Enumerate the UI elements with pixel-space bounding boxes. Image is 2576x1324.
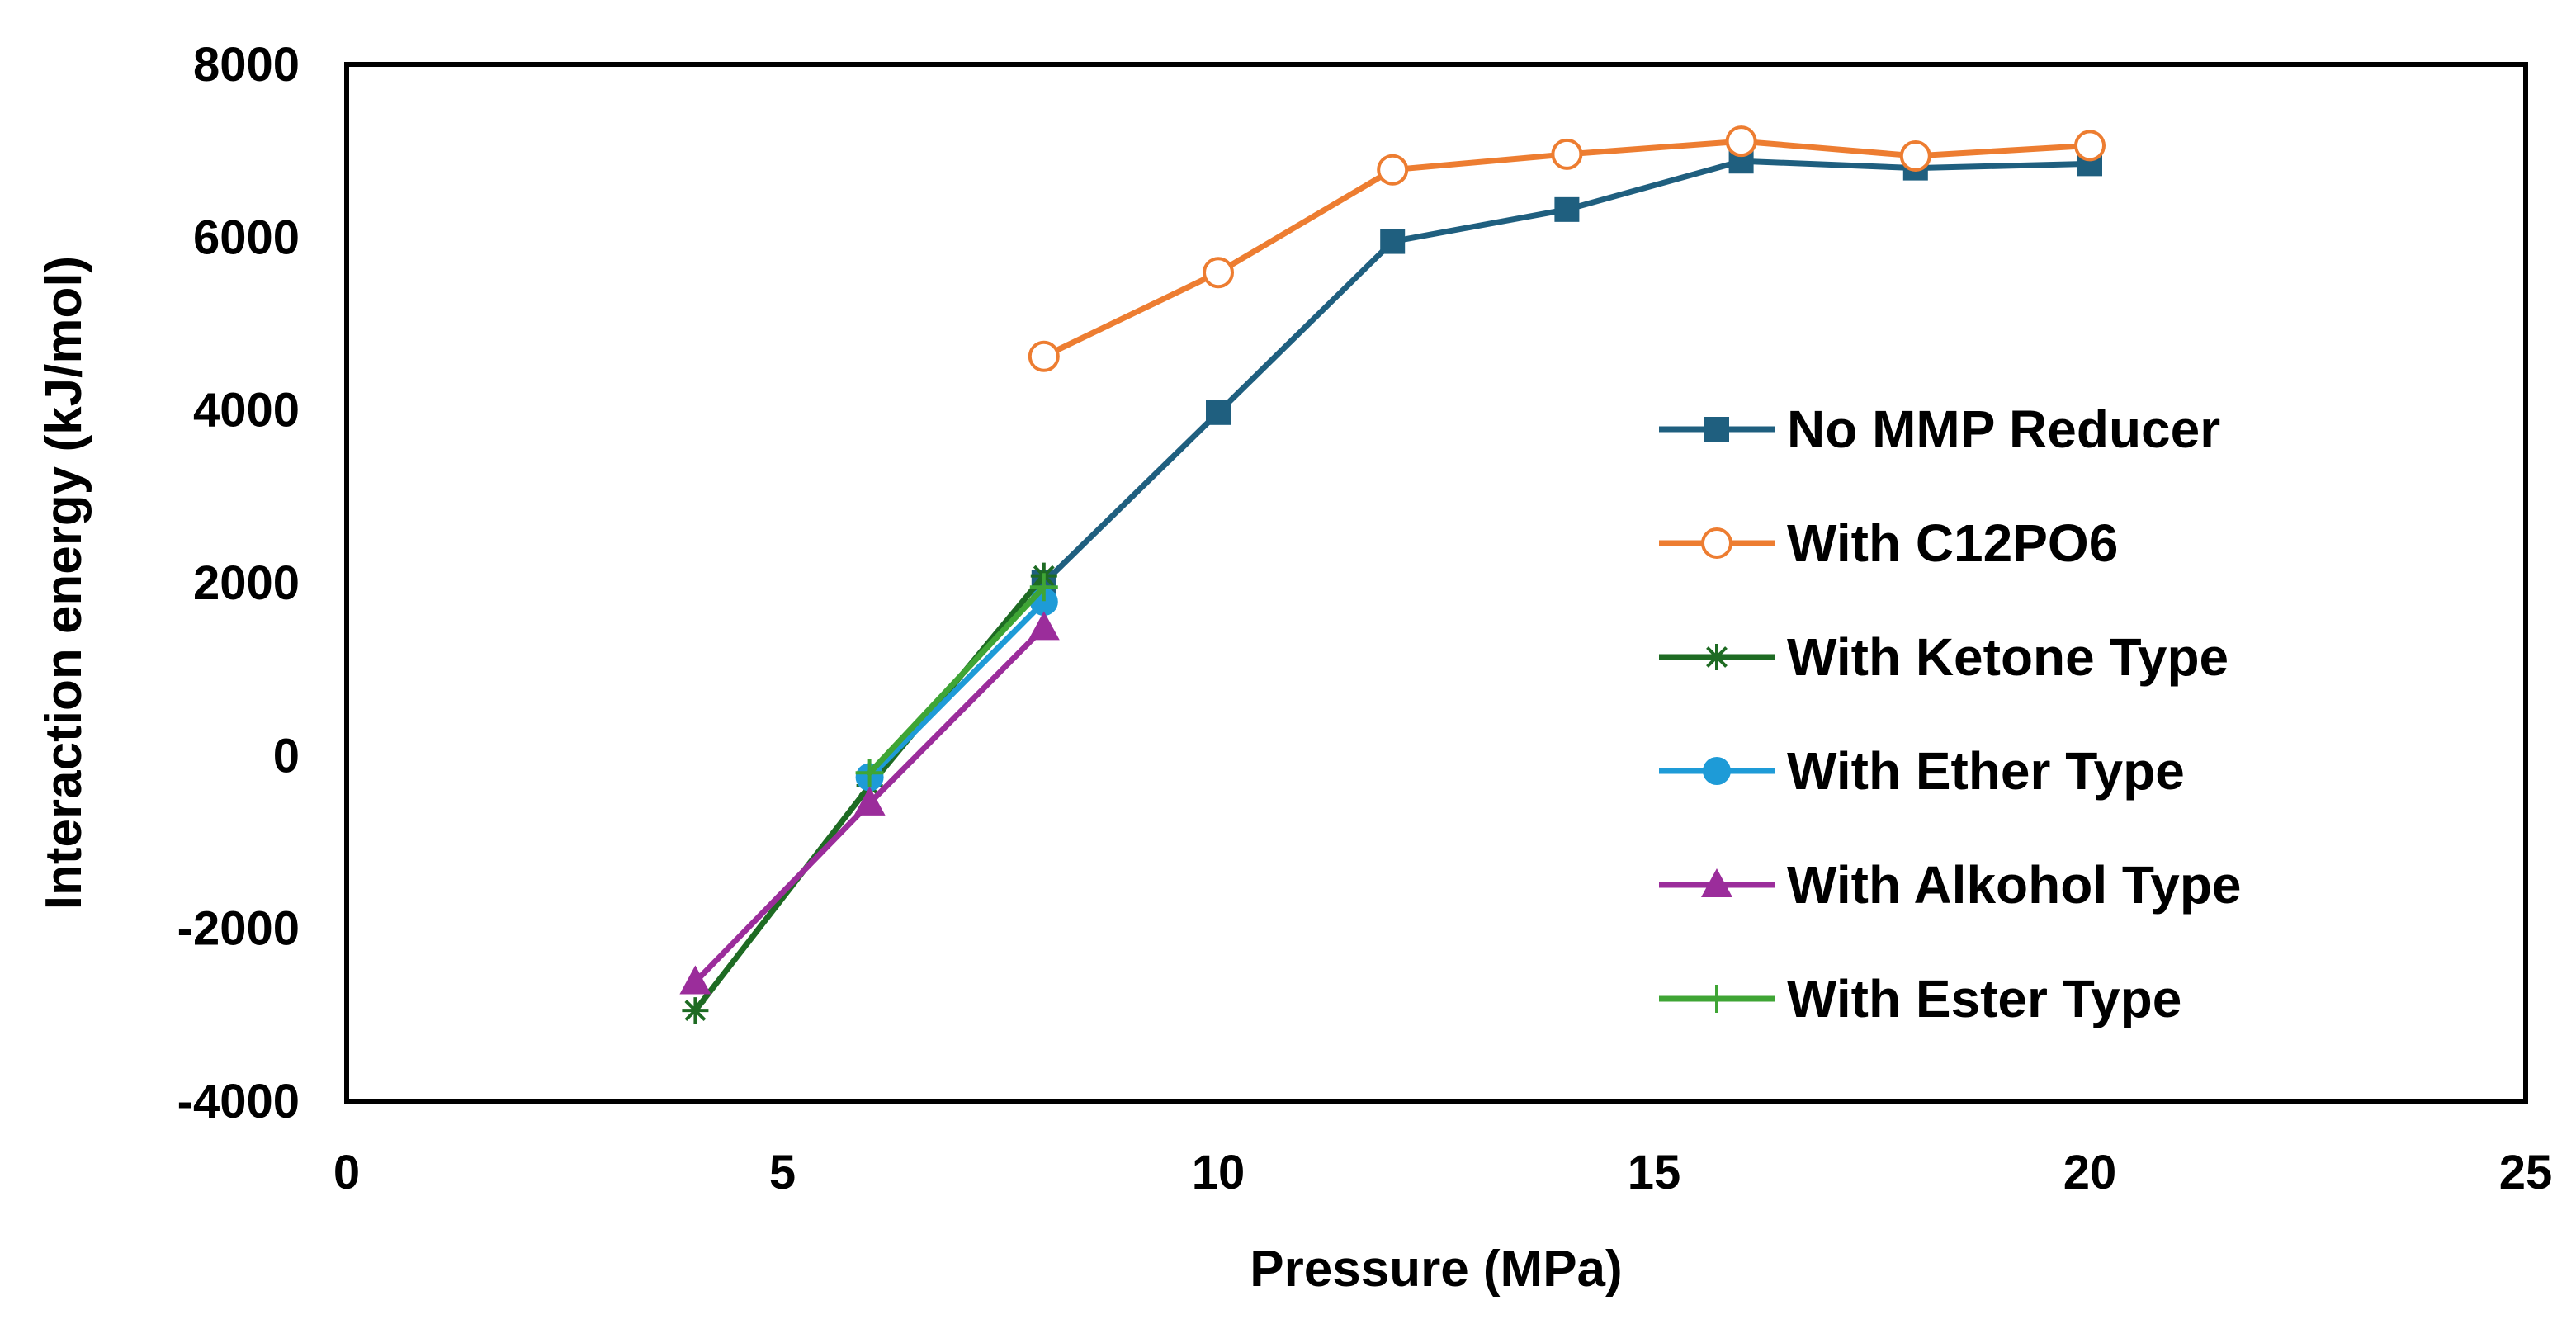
- legend-marker: [1701, 527, 1732, 559]
- legend-item: With Ether Type: [1659, 741, 2185, 801]
- data-point: [1551, 138, 1583, 170]
- tick-labels: -4000 -2000 0 2000 4000 6000 8000 0 5 10 15 20 25: [177, 38, 2553, 1199]
- data-point: [1028, 611, 1060, 641]
- series-with-ester-type: [855, 573, 1058, 787]
- data-point: [1899, 139, 1931, 172]
- legend-label: With Ketone Type: [1787, 627, 2229, 687]
- x-tick-label: 0: [333, 1146, 360, 1199]
- data-point: [1725, 125, 1757, 158]
- legend-label: With Alkohol Type: [1787, 855, 2242, 915]
- series-layer: [679, 125, 2106, 1024]
- legend-marker: [1703, 985, 1731, 1013]
- legend-marker: [1704, 644, 1730, 670]
- data-point: [1028, 340, 1060, 372]
- y-tick-label: 0: [273, 729, 300, 783]
- y-tick-label: 6000: [193, 210, 300, 264]
- x-tick-label: 10: [1192, 1146, 1245, 1199]
- data-point: [2074, 130, 2106, 162]
- series-with-alkohol-type: [679, 611, 1060, 995]
- x-tick-label: 5: [769, 1146, 796, 1199]
- legend-item: With C12PO6: [1659, 513, 2118, 573]
- x-axis-title: Pressure (MPa): [1250, 1241, 1622, 1298]
- legend-item: With Alkohol Type: [1659, 855, 2242, 915]
- y-tick-label: -2000: [177, 902, 300, 956]
- data-point: [682, 997, 709, 1024]
- y-tick-label: 4000: [193, 384, 300, 437]
- data-point: [1206, 400, 1231, 425]
- y-tick-label: 8000: [193, 38, 300, 92]
- series-line: [867, 598, 1047, 780]
- legend-label: With C12PO6: [1787, 513, 2118, 573]
- data-point: [1554, 196, 1580, 222]
- legend-marker: [1703, 757, 1731, 785]
- data-point: [679, 965, 711, 995]
- legend: No MMP Reducer With C12PO6 With Ketone Typ…: [1659, 400, 2242, 1028]
- x-tick-label: 25: [2499, 1146, 2553, 1199]
- y-tick-label: 2000: [193, 556, 300, 610]
- legend-item: With Ester Type: [1659, 969, 2181, 1028]
- data-point: [853, 786, 886, 816]
- legend-label: With Ether Type: [1787, 741, 2185, 801]
- x-tick-label: 15: [1628, 1146, 1681, 1199]
- data-point: [1029, 573, 1058, 602]
- legend-item: With Ketone Type: [1659, 627, 2229, 687]
- series-with-c12po6: [1028, 125, 2106, 372]
- x-tick-label: 20: [2063, 1146, 2117, 1199]
- plot-area-frame: [344, 62, 2528, 1104]
- legend-marker: [1701, 868, 1732, 897]
- series-line: [867, 584, 1047, 776]
- legend-item: No MMP Reducer: [1659, 400, 2220, 459]
- y-axis-title: Interaction energy (kJ/mol): [35, 256, 92, 910]
- legend-label: With Ester Type: [1787, 969, 2181, 1028]
- data-point: [1377, 154, 1409, 186]
- legend-marker: [1704, 417, 1729, 442]
- data-point: [1203, 257, 1234, 289]
- data-point: [855, 759, 884, 787]
- data-point: [1380, 229, 1406, 254]
- legend-label: No MMP Reducer: [1787, 400, 2220, 459]
- y-tick-label: -4000: [177, 1075, 300, 1128]
